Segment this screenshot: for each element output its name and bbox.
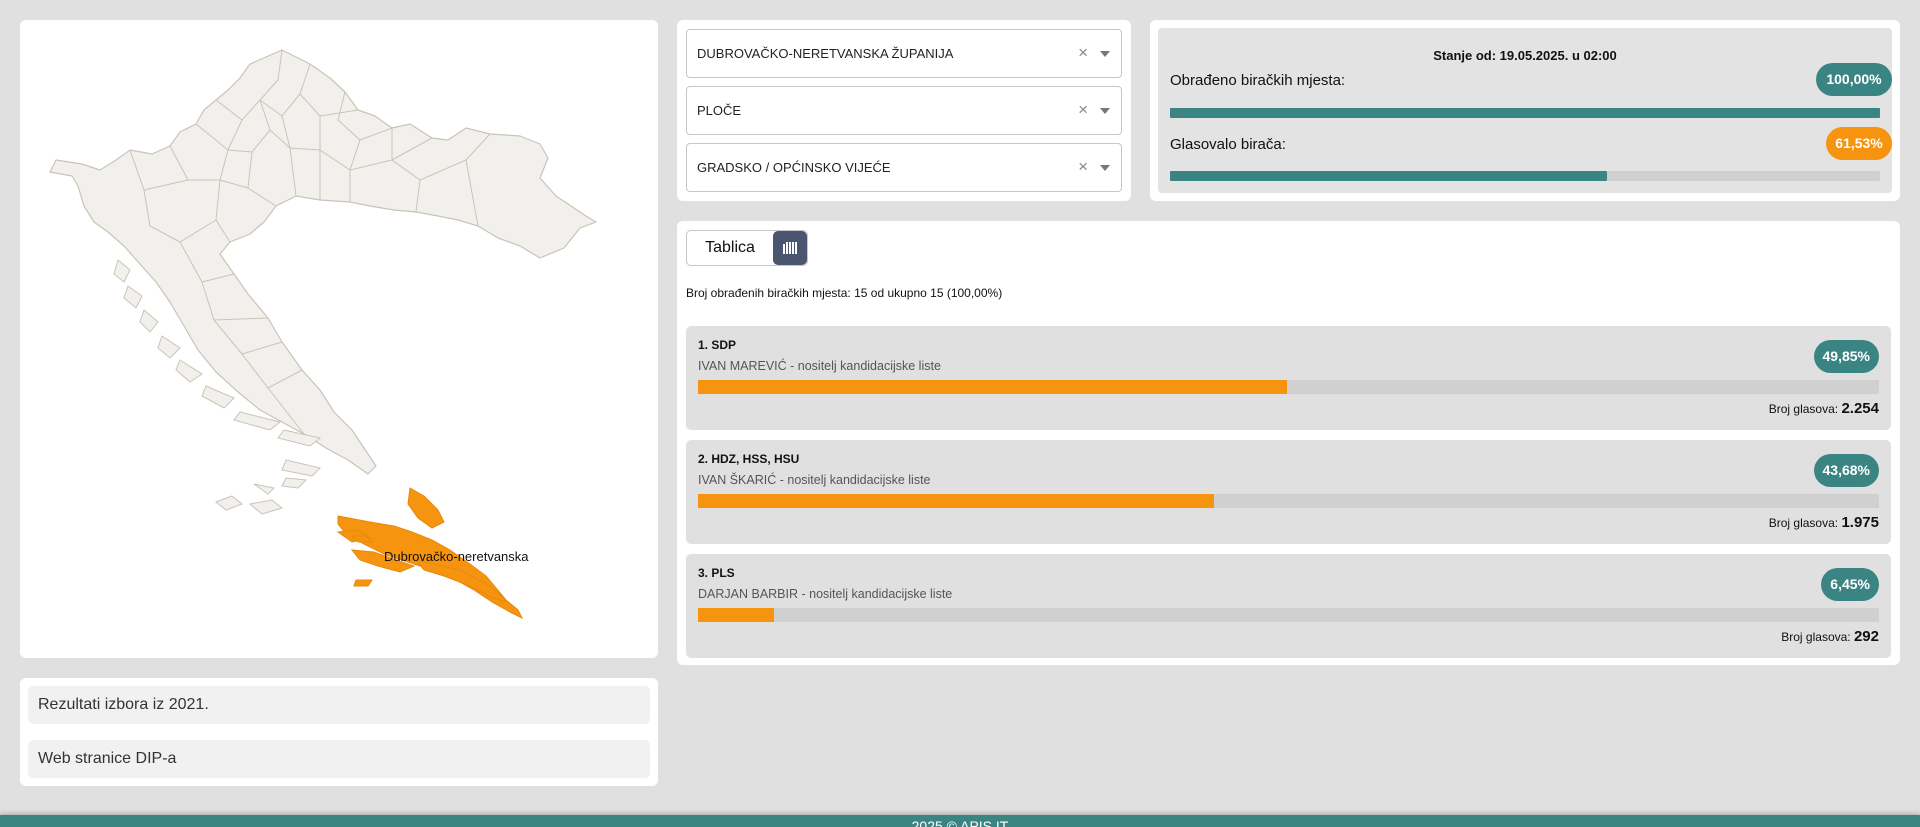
votes-value: 292 <box>1853 628 1879 645</box>
map-panel: Dubrovačko-neretvanska <box>20 20 658 658</box>
results-panel: Tablica Broj obrađenih biračkih mjesta: … <box>677 221 1900 665</box>
party-votes: Broj glasova: 2.254 <box>1769 400 1879 417</box>
county-select[interactable]: DUBROVAČKO-NERETVANSKA ŽUPANIJA × <box>686 29 1122 78</box>
map-island <box>123 285 143 309</box>
party-progress-fill <box>698 608 775 622</box>
party-votes: Broj glasova: 1.975 <box>1769 514 1879 531</box>
tab-table[interactable]: Tablica <box>705 239 755 256</box>
votes-label: Broj glasova: <box>1781 630 1851 644</box>
turnout-progress <box>1170 171 1880 181</box>
party-leader: DARJAN BARBIR - nositelj kandidacijske l… <box>698 587 953 601</box>
turnout-progress-fill <box>1170 171 1607 181</box>
election-type-select[interactable]: GRADSKO / OPĆINSKO VIJEĆE × <box>686 143 1122 192</box>
turnout-label: Glasovalo birača: <box>1170 136 1286 153</box>
map-county-borders <box>129 49 491 435</box>
link-results-2021[interactable]: Rezultati izbora iz 2021. <box>28 686 650 724</box>
tab-chart[interactable] <box>773 231 807 265</box>
party-result: 3. PLS DARJAN BARBIR - nositelj kandidac… <box>686 554 1891 658</box>
croatia-map[interactable] <box>20 20 658 658</box>
map-island <box>157 335 181 359</box>
link-dip-website[interactable]: Web stranice DIP-a <box>28 740 650 778</box>
party-percent-badge: 6,45% <box>1821 568 1879 601</box>
map-island <box>201 385 235 409</box>
processed-progress <box>1170 108 1880 118</box>
party-progress-fill <box>698 380 1287 394</box>
view-toggle: Tablica <box>686 230 808 266</box>
party-progress-fill <box>698 494 1214 508</box>
processed-summary: Broj obrađenih biračkih mjesta: 15 od uk… <box>686 286 1003 300</box>
party-result: 2. HDZ, HSS, HSU IVAN ŠKARIĆ - nositelj … <box>686 440 1891 544</box>
party-percent-badge: 43,68% <box>1813 454 1879 487</box>
chevron-down-icon[interactable] <box>1100 108 1110 114</box>
map-island <box>215 495 243 511</box>
municipality-select-value: PLOČE <box>697 103 742 118</box>
map-region-highlighted <box>407 487 445 529</box>
map-region-highlighted <box>350 549 416 573</box>
map-region-highlighted <box>353 579 373 587</box>
map-island <box>248 499 284 515</box>
party-result: 1. SDP IVAN MAREVIĆ - nositelj kandidaci… <box>686 326 1891 430</box>
map-region-highlighted <box>350 535 374 543</box>
municipality-select[interactable]: PLOČE × <box>686 86 1122 135</box>
status-panel: Stanje od: 19.05.2025. u 02:00 Obrađeno … <box>1150 20 1900 201</box>
map-island <box>281 477 308 489</box>
party-progress <box>698 380 1879 394</box>
votes-label: Broj glasova: <box>1768 516 1839 530</box>
processed-progress-fill <box>1170 108 1880 118</box>
map-island <box>277 429 322 447</box>
party-leader: IVAN MAREVIĆ - nositelj kandidacijske li… <box>698 359 941 373</box>
party-percent-badge: 49,85% <box>1813 340 1879 373</box>
map-region-highlighted <box>414 559 509 603</box>
party-progress <box>698 608 1879 622</box>
map-island <box>175 359 203 383</box>
footer: 2025 © APIS IT <box>0 815 1920 827</box>
votes-label: Broj glasova: <box>1768 402 1839 416</box>
map-island <box>113 259 131 283</box>
map-region-mainland <box>49 49 597 475</box>
votes-value: 2.254 <box>1841 400 1879 417</box>
map-highlight-label: Dubrovačko-neretvanska <box>384 549 529 564</box>
party-name: 1. SDP <box>698 338 737 352</box>
party-progress <box>698 494 1879 508</box>
links-panel: Rezultati izbora iz 2021. Web stranice D… <box>20 678 658 786</box>
chevron-down-icon[interactable] <box>1100 165 1110 171</box>
processed-badge: 100,00% <box>1816 63 1892 96</box>
party-votes: Broj glasova: 292 <box>1781 628 1879 645</box>
party-name: 2. HDZ, HSS, HSU <box>698 452 800 466</box>
municipality-clear-icon[interactable]: × <box>1078 100 1088 119</box>
county-clear-icon[interactable]: × <box>1078 43 1088 62</box>
map-island <box>281 459 321 477</box>
status-date: Stanje od: 19.05.2025. u 02:00 <box>1433 48 1617 63</box>
county-select-value: DUBROVAČKO-NERETVANSKA ŽUPANIJA <box>697 46 954 61</box>
filters-panel: DUBROVAČKO-NERETVANSKA ŽUPANIJA × PLOČE … <box>677 20 1131 201</box>
party-name: 3. PLS <box>698 566 735 580</box>
election-type-select-value: GRADSKO / OPĆINSKO VIJEĆE <box>697 160 891 175</box>
map-island <box>253 483 276 495</box>
votes-value: 1.975 <box>1841 514 1879 531</box>
party-leader: IVAN ŠKARIĆ - nositelj kandidacijske lis… <box>698 473 931 487</box>
bar-chart-icon <box>783 242 797 254</box>
map-island <box>139 309 159 333</box>
chevron-down-icon[interactable] <box>1100 51 1110 57</box>
turnout-badge: 61,53% <box>1826 127 1892 160</box>
election-type-clear-icon[interactable]: × <box>1078 157 1088 176</box>
map-island <box>233 411 282 431</box>
status-box: Stanje od: 19.05.2025. u 02:00 Obrađeno … <box>1158 28 1892 193</box>
processed-label: Obrađeno biračkih mjesta: <box>1170 72 1346 89</box>
